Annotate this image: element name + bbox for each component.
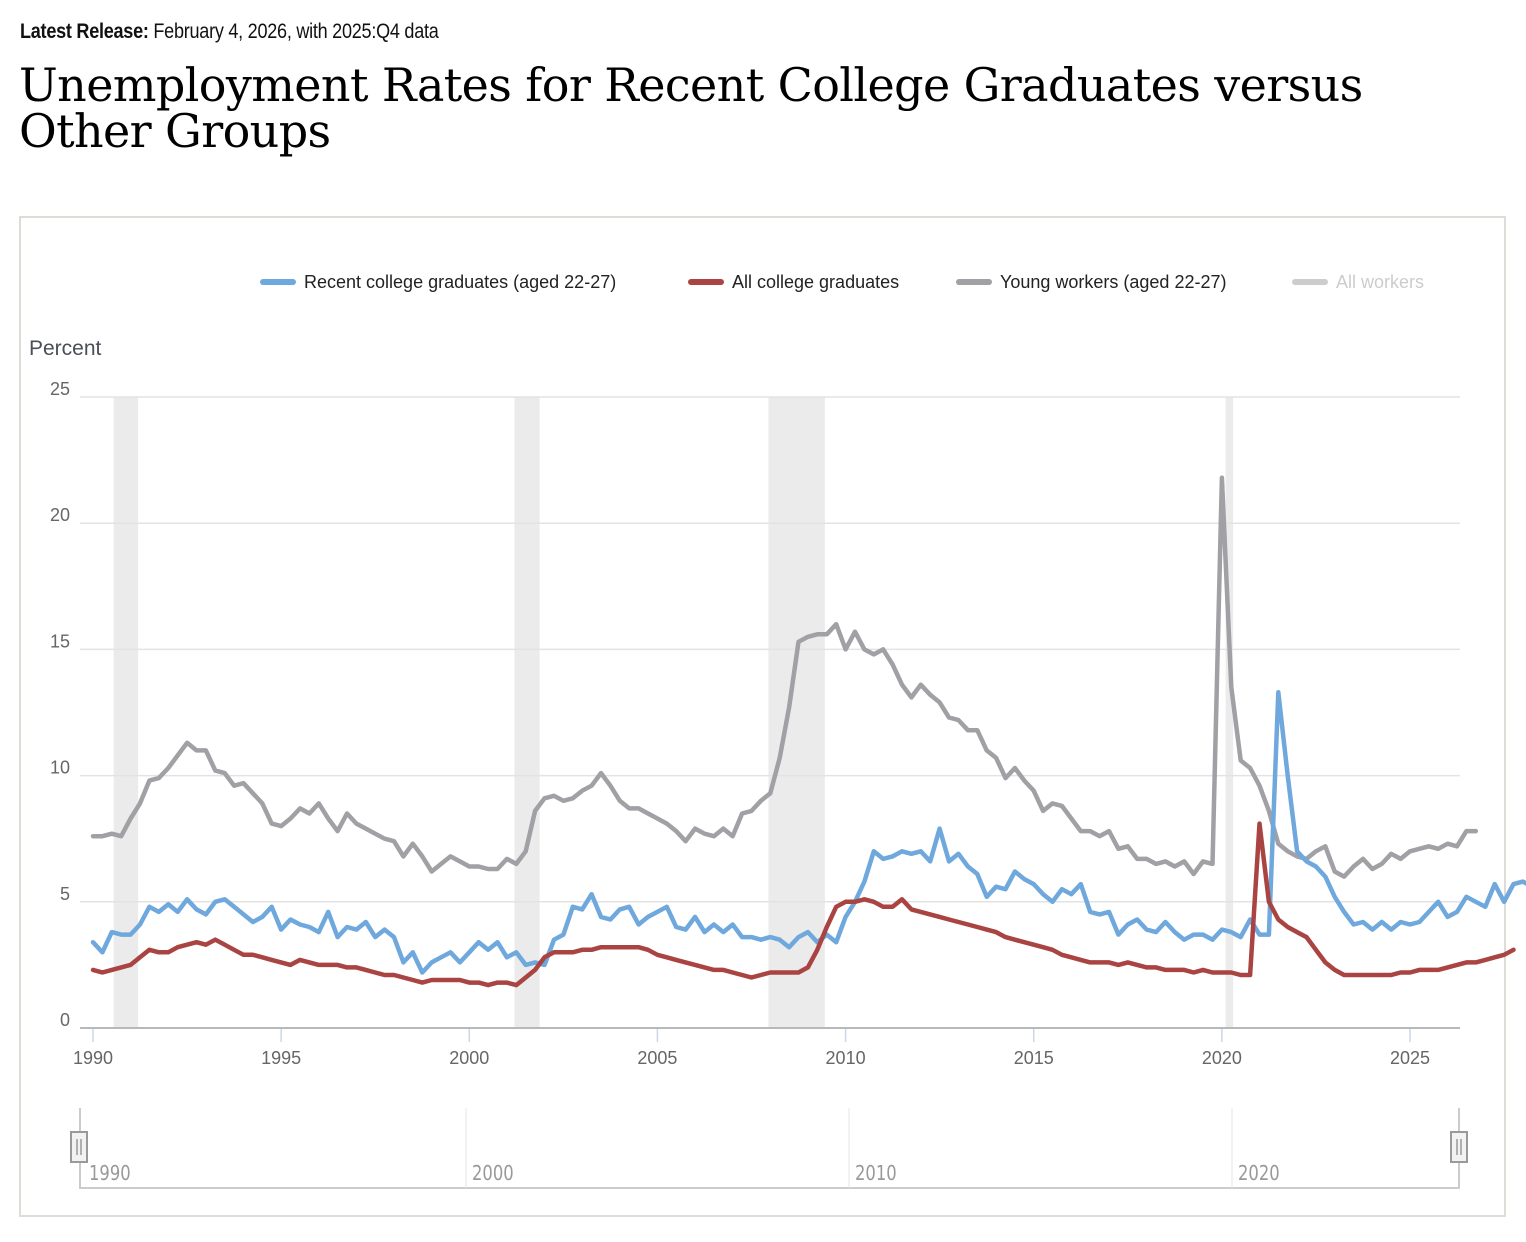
y-tick-label: 5: [60, 884, 70, 904]
recession-band: [1225, 397, 1234, 1028]
x-tick-label: 1990: [73, 1048, 113, 1068]
legend-item[interactable]: Young workers (aged 22-27): [956, 272, 1226, 292]
x-tick-label: 2015: [1014, 1048, 1054, 1068]
series-line[interactable]: [90, 821, 1516, 988]
legend: Recent college graduates (aged 22-27) All…: [260, 272, 1424, 292]
x-tick-label: 2005: [637, 1048, 677, 1068]
chart-container: [19, 216, 1506, 1217]
page-title: Unemployment Rates for Recent College Gr…: [19, 58, 1363, 158]
legend-item[interactable]: All college graduates: [688, 272, 899, 292]
navigator-label: 2000: [472, 1163, 514, 1186]
legend-item[interactable]: All workers: [1292, 272, 1424, 292]
recession-shading: [113, 397, 1234, 1028]
navigator-label: 1990: [89, 1163, 131, 1186]
y-axis-title: Percent: [29, 337, 102, 360]
y-tick-label: 25: [50, 379, 70, 399]
range-navigator[interactable]: 1990 2000 2010 2020: [70, 1108, 1468, 1189]
x-tick-label: 1995: [261, 1048, 301, 1068]
x-tick-label: 2025: [1390, 1048, 1430, 1068]
x-tick-label: 2020: [1202, 1048, 1242, 1068]
navigator-label: 2010: [855, 1163, 897, 1186]
navigator-labels: 1990 2000 2010 2020: [89, 1108, 1280, 1188]
data-series: [90, 475, 1526, 988]
recession-band: [514, 397, 540, 1028]
x-tick-label: 2010: [826, 1048, 866, 1068]
y-gridlines: [80, 396, 1460, 903]
latest-release: Latest Release: February 4, 2026, with 2…: [20, 20, 439, 44]
y-tick-label: 10: [50, 758, 70, 778]
recession-band: [113, 397, 139, 1028]
y-tick-label: 15: [50, 631, 70, 651]
release-label: Latest Release:: [20, 20, 149, 43]
navigator-handle-left[interactable]: [70, 1131, 88, 1163]
recession-band: [768, 397, 825, 1028]
y-tick-label: 0: [60, 1010, 70, 1030]
legend-label: All college graduates: [732, 272, 899, 292]
navigator-label: 2020: [1238, 1163, 1280, 1186]
x-axis-ticks: 1990 1995 2000 2005 2010 2015 2020 2025: [73, 1029, 1430, 1068]
legend-item[interactable]: Recent college graduates (aged 22-27): [260, 272, 616, 292]
legend-label: Young workers (aged 22-27): [1000, 272, 1226, 292]
y-tick-label: 20: [50, 505, 70, 525]
navigator-track[interactable]: [80, 1108, 1460, 1188]
x-tick-label: 2000: [449, 1048, 489, 1068]
legend-label: Recent college graduates (aged 22-27): [304, 272, 616, 292]
release-value: February 4, 2026, with 2025:Q4 data: [153, 20, 439, 43]
series-line[interactable]: [90, 475, 1479, 879]
y-axis-labels: 0 5 10 15 20 25: [50, 379, 70, 1030]
navigator-handle-right[interactable]: [1450, 1131, 1468, 1163]
legend-label: All workers: [1336, 272, 1424, 292]
series-line[interactable]: [90, 690, 1526, 975]
